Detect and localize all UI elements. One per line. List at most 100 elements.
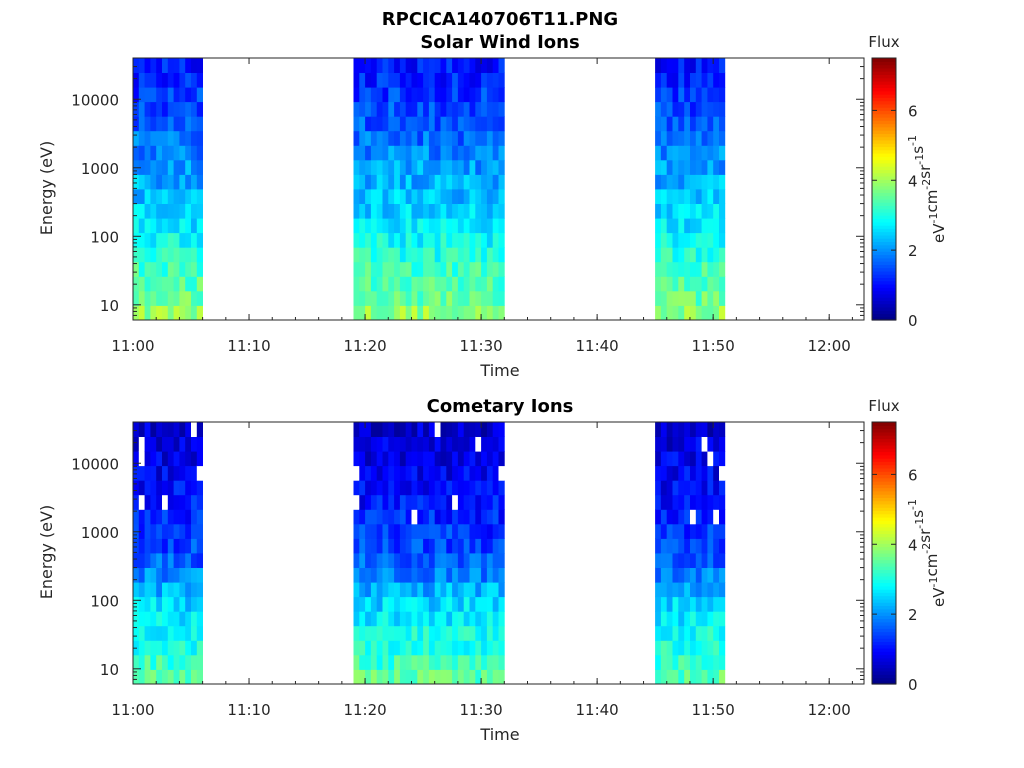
- x-tick-label: 11:10: [227, 337, 270, 355]
- spectrogram-cell: [167, 218, 174, 234]
- spectrogram-cell: [417, 669, 424, 685]
- spectrogram-cell: [370, 553, 378, 568]
- spectrogram-cell: [417, 625, 424, 641]
- spectrogram-cell: [359, 436, 366, 452]
- spectrogram-cell: [423, 58, 430, 73]
- spectrogram-cell: [173, 159, 180, 175]
- spectrogram-cell: [370, 261, 378, 277]
- spectrogram-cell: [394, 625, 401, 641]
- spectrogram-cell: [423, 567, 430, 583]
- spectrogram-cell: [475, 509, 482, 525]
- spectrogram-cell: [167, 538, 174, 554]
- spectrogram-cell: [666, 87, 673, 103]
- spectrogram-cell: [423, 218, 430, 234]
- spectrogram-cell: [417, 116, 424, 132]
- spectrogram-cell: [359, 218, 366, 234]
- spectrogram-cell: [678, 174, 685, 190]
- spectrogram-cell: [452, 145, 459, 161]
- colorbar-segment: [872, 149, 896, 154]
- spectrogram-cell: [446, 625, 453, 641]
- spectrogram-cell: [382, 305, 389, 321]
- spectrogram-cell: [144, 523, 151, 539]
- spectrogram-cell: [144, 494, 151, 510]
- spectrogram-cell: [423, 640, 430, 656]
- spectrogram-cell: [423, 116, 430, 132]
- spectrogram-cell: [475, 523, 482, 539]
- spectrogram-cell: [196, 509, 203, 525]
- spectrogram-cell: [382, 669, 389, 685]
- colorbar-label: Flux: [868, 33, 899, 51]
- spectrogram-cell: [672, 654, 679, 670]
- spectrogram-cell: [655, 451, 662, 467]
- spectrogram-cell: [167, 582, 174, 598]
- spectrogram-cell: [150, 567, 157, 583]
- spectrogram-cell: [185, 669, 192, 685]
- spectrogram-cell: [440, 567, 447, 583]
- spectrogram-cell: [388, 145, 395, 161]
- spectrogram-cell: [469, 582, 476, 598]
- spectrogram-cell: [707, 422, 714, 437]
- spectrogram-cell: [492, 58, 499, 73]
- spectrogram-cell: [196, 611, 203, 627]
- spectrogram-cell: [423, 72, 430, 88]
- spectrogram-cell: [719, 523, 726, 539]
- spectrogram-cell: [196, 72, 203, 88]
- spectrogram-cell: [399, 538, 407, 554]
- spectrogram-cell: [388, 203, 395, 219]
- spectrogram-cell: [394, 159, 401, 175]
- spectrogram-cell: [655, 87, 662, 103]
- spectrogram-cell: [498, 261, 505, 277]
- spectrogram-cell: [486, 305, 494, 321]
- spectrogram-cell: [492, 654, 499, 670]
- spectrogram-cell: [678, 290, 685, 306]
- spectrogram-cell: [452, 261, 459, 277]
- spectrogram-cell: [179, 538, 186, 554]
- spectrogram-cell: [713, 422, 720, 437]
- colorbar-frame: [871, 57, 897, 321]
- spectrogram-cell: [498, 582, 505, 598]
- spectrogram-cell: [428, 567, 436, 583]
- spectrogram-cell: [695, 101, 702, 117]
- spectrogram-cell: [434, 596, 441, 612]
- colorbar-segment: [872, 562, 896, 567]
- spectrogram-cell: [428, 261, 436, 277]
- spectrogram-cell: [498, 567, 505, 583]
- spectrogram-cell: [150, 232, 157, 248]
- spectrogram-cell: [196, 116, 203, 132]
- spectrogram-cell: [173, 494, 180, 510]
- colorbar-segment: [872, 146, 896, 151]
- spectrogram-cell: [423, 654, 430, 670]
- spectrogram-cell: [359, 159, 366, 175]
- spectrogram-cell: [469, 101, 476, 117]
- spectrogram-cell: [655, 290, 662, 306]
- spectrogram-cell: [452, 465, 459, 481]
- spectrogram-cell: [417, 130, 424, 146]
- spectrogram-cell: [446, 87, 453, 103]
- spectrogram-cell: [162, 625, 169, 641]
- spectrogram-cell: [440, 480, 447, 496]
- spectrogram-cell: [162, 218, 169, 234]
- colorbar-label: Flux: [868, 397, 899, 415]
- spectrogram-cell: [486, 159, 494, 175]
- spectrogram-cell: [666, 218, 673, 234]
- spectrogram-cell: [138, 116, 145, 132]
- colorbar-segment: [872, 566, 896, 570]
- spectrogram-cell: [388, 174, 395, 190]
- spectrogram-cell: [185, 247, 192, 263]
- spectrogram-cell: [394, 218, 401, 234]
- spectrogram-cell: [376, 87, 383, 103]
- spectrogram-cell: [196, 247, 203, 263]
- spectrogram-cell: [498, 509, 505, 525]
- spectrogram-cell: [388, 305, 395, 321]
- spectrogram-cell: [475, 625, 482, 641]
- spectrogram-cell: [423, 174, 430, 190]
- spectrogram-cell: [695, 567, 702, 583]
- spectrogram-cell: [359, 451, 366, 467]
- spectrogram-cell: [167, 276, 174, 292]
- spectrogram-cell: [469, 596, 476, 612]
- spectrogram-cell: [655, 436, 662, 452]
- spectrogram-cell: [382, 465, 389, 481]
- spectrogram-cell: [492, 247, 499, 263]
- spectrogram-cell: [376, 640, 383, 656]
- spectrogram-cell: [498, 145, 505, 161]
